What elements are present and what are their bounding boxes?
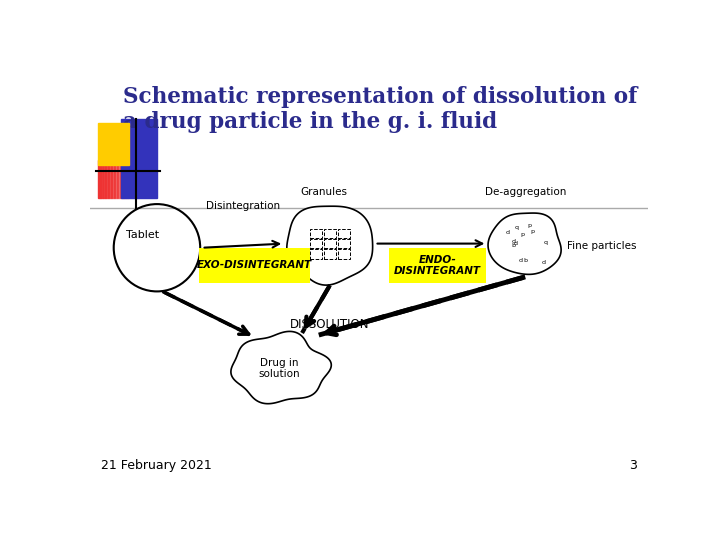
Text: Disintegration: Disintegration — [207, 201, 281, 211]
Bar — [310, 239, 322, 248]
Bar — [104, 160, 106, 198]
Bar — [102, 160, 103, 198]
Text: p: p — [528, 223, 531, 228]
Text: d: d — [541, 260, 546, 265]
Text: Tablet: Tablet — [127, 230, 160, 240]
Bar — [121, 119, 157, 198]
Polygon shape — [231, 332, 331, 404]
Text: Schematic representation of dissolution of
a drug particle in the g. i. fluid: Schematic representation of dissolution … — [123, 85, 637, 133]
Polygon shape — [287, 206, 373, 285]
Text: b: b — [511, 243, 515, 248]
Bar — [115, 160, 117, 198]
Text: b: b — [523, 258, 527, 263]
Bar — [310, 249, 322, 259]
Bar — [118, 160, 120, 198]
Bar — [111, 160, 112, 198]
Text: 3: 3 — [629, 460, 637, 472]
Text: p: p — [531, 229, 535, 234]
Bar — [103, 160, 104, 198]
Text: Fine particles: Fine particles — [567, 241, 636, 251]
Text: d: d — [512, 239, 516, 244]
Bar — [99, 160, 100, 198]
Text: d: d — [513, 241, 518, 246]
Text: Drug in
solution: Drug in solution — [259, 357, 300, 379]
Bar — [106, 160, 107, 198]
Bar — [125, 160, 126, 198]
Bar — [389, 248, 486, 283]
Bar — [122, 160, 123, 198]
Text: d: d — [505, 230, 509, 235]
Bar — [324, 239, 336, 248]
Bar — [99, 123, 129, 165]
Bar — [117, 160, 118, 198]
Text: d: d — [518, 259, 522, 264]
Bar — [120, 160, 122, 198]
Bar — [127, 160, 129, 198]
Text: ENDO-
DISINTEGRANT: ENDO- DISINTEGRANT — [394, 255, 481, 276]
Bar — [324, 249, 336, 259]
Bar — [338, 228, 350, 238]
Text: q: q — [514, 225, 518, 230]
Bar — [114, 160, 115, 198]
Bar — [310, 228, 322, 238]
Bar — [338, 239, 350, 248]
Text: DISSOLUTION: DISSOLUTION — [290, 318, 369, 331]
Bar — [199, 248, 310, 283]
Bar — [126, 160, 127, 198]
Bar — [338, 249, 350, 259]
Text: Granules: Granules — [301, 187, 348, 197]
Text: 21 February 2021: 21 February 2021 — [101, 460, 212, 472]
Bar — [109, 160, 111, 198]
Bar — [107, 160, 109, 198]
Bar — [100, 160, 102, 198]
Text: De-aggregation: De-aggregation — [485, 187, 566, 197]
Bar — [112, 160, 114, 198]
Text: q: q — [544, 240, 547, 245]
Text: p: p — [521, 232, 525, 237]
Polygon shape — [488, 213, 561, 274]
Text: EXO-DISINTEGRANT: EXO-DISINTEGRANT — [197, 260, 312, 271]
Bar — [324, 228, 336, 238]
Bar — [123, 160, 125, 198]
